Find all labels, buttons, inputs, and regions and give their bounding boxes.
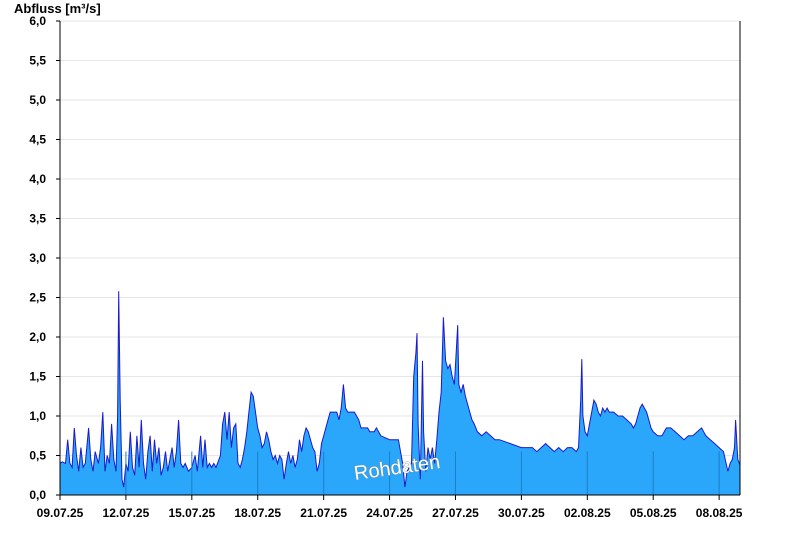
y-tick-label: 3,5 — [29, 212, 46, 226]
y-tick-label: 4,5 — [29, 133, 46, 147]
y-axis-ticks: 0,0 0,5 1,0 1,5 2,0 2,5 3,0 3,5 4,0 4,5 5,0 5,5 6,0 — [29, 14, 60, 502]
x-tick-label: 05.08.25 — [630, 506, 677, 520]
y-axis-label: Abfluss [m³/s] — [14, 1, 101, 16]
y-tick-label: 0,5 — [29, 449, 46, 463]
y-tick-label: 1,5 — [29, 370, 46, 384]
plot-area — [59, 21, 741, 496]
x-tick-label: 15.07.25 — [168, 506, 215, 520]
y-tick-label: 2,5 — [29, 291, 46, 305]
discharge-line — [59, 291, 741, 488]
y-tick-label: 5,0 — [29, 93, 46, 107]
x-tick-label: 08.08.25 — [696, 506, 743, 520]
x-tick-label: 27.07.25 — [432, 506, 479, 520]
gridlines — [60, 20, 740, 456]
x-tick-label: 24.07.25 — [366, 506, 413, 520]
y-tick-label: 2,0 — [29, 330, 46, 344]
y-tick-label: 6,0 — [29, 14, 46, 28]
y-tick-label: 4,0 — [29, 172, 46, 186]
y-tick-label: 3,0 — [29, 251, 46, 265]
x-tick-label: 21.07.25 — [300, 506, 347, 520]
y-tick-label: 1,0 — [29, 409, 46, 423]
x-axis-ticks: 09.07.25 12.07.25 15.07.25 18.07.25 21.07.25… — [37, 495, 743, 520]
x-tick-label: 12.07.25 — [103, 506, 150, 520]
x-tick-label: 09.07.25 — [37, 506, 84, 520]
x-tick-label: 02.08.25 — [564, 506, 611, 520]
x-tick-label: 18.07.25 — [234, 506, 281, 520]
y-tick-label: 0,0 — [29, 488, 46, 502]
x-tick-label: 30.07.25 — [498, 506, 545, 520]
discharge-area — [60, 291, 740, 495]
y-tick-label: 5,5 — [29, 54, 46, 68]
